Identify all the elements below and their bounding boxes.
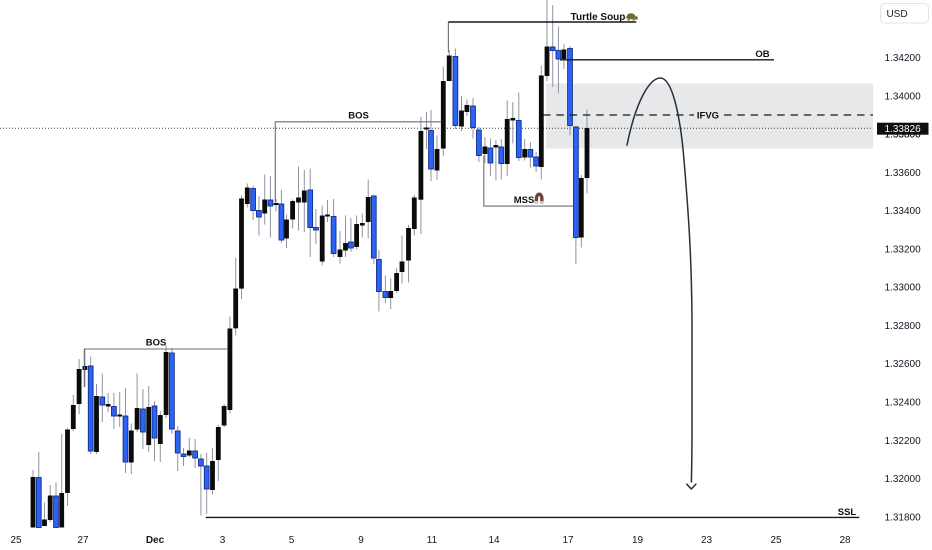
svg-text:5: 5	[289, 535, 295, 546]
svg-text:25: 25	[770, 535, 782, 546]
svg-text:28: 28	[839, 535, 851, 546]
svg-text:Turtle Soup: Turtle Soup	[571, 12, 626, 23]
svg-text:BOS: BOS	[146, 337, 167, 348]
svg-text:1.33800: 1.33800	[885, 130, 922, 141]
svg-text:1.34200: 1.34200	[885, 53, 922, 64]
svg-text:MSS: MSS	[514, 195, 535, 206]
svg-text:Dec: Dec	[146, 535, 165, 546]
svg-text:BOS: BOS	[348, 110, 369, 121]
svg-text:1.32200: 1.32200	[885, 436, 922, 447]
svg-text:3: 3	[220, 535, 226, 546]
svg-text:1.32000: 1.32000	[885, 474, 922, 485]
svg-text:SSL: SSL	[838, 507, 857, 518]
svg-text:1.32400: 1.32400	[885, 398, 922, 409]
svg-text:9: 9	[358, 535, 364, 546]
svg-text:1.33826: 1.33826	[885, 124, 922, 135]
svg-text:19: 19	[632, 535, 644, 546]
svg-text:25: 25	[10, 535, 22, 546]
svg-text:1.33000: 1.33000	[885, 283, 922, 294]
svg-text:USD: USD	[886, 9, 907, 20]
svg-text:17: 17	[562, 535, 574, 546]
svg-text:27: 27	[77, 535, 89, 546]
svg-text:1.33400: 1.33400	[885, 206, 922, 217]
svg-text:23: 23	[701, 535, 713, 546]
svg-text:1.33600: 1.33600	[885, 168, 922, 179]
svg-text:1.34000: 1.34000	[885, 91, 922, 102]
svg-text:1.31800: 1.31800	[885, 512, 922, 523]
svg-text:OB: OB	[755, 49, 769, 60]
svg-text:1.33200: 1.33200	[885, 244, 922, 255]
svg-text:14: 14	[488, 535, 500, 546]
svg-text:1.32600: 1.32600	[885, 359, 922, 370]
svg-text:11: 11	[427, 535, 438, 546]
svg-text:1.32800: 1.32800	[885, 321, 922, 332]
svg-text:1.33800: 1.33800	[885, 130, 922, 141]
svg-text:IFVG: IFVG	[697, 111, 719, 122]
